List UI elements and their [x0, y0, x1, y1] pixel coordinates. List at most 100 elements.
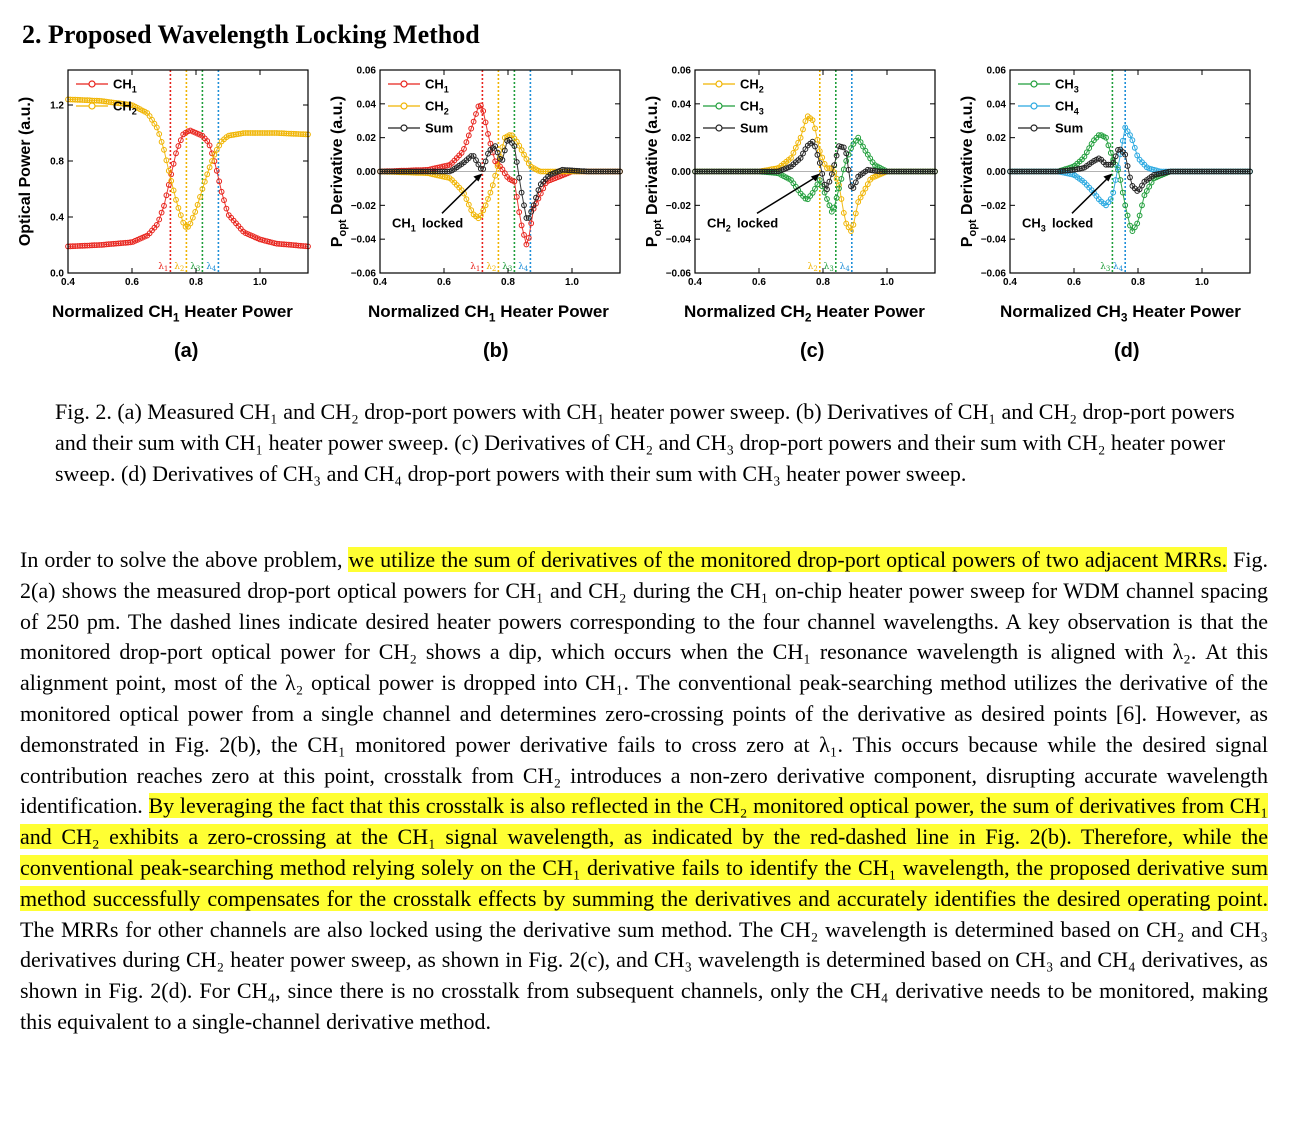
data-point-a-ch2-46 [175, 205, 182, 211]
series-line-d-sum [1010, 148, 1250, 192]
data-point-c-ch2-41 [790, 150, 797, 156]
data-point-a-ch2-38 [156, 131, 163, 137]
data-point-d-ch3-40 [1103, 134, 1109, 141]
data-point-b-sum-58 [516, 174, 523, 181]
legend-label-c-0: CH2 [740, 77, 764, 95]
data-point-b-ch1-40 [473, 111, 479, 117]
data-point-b-ch1-60 [521, 232, 527, 238]
data-point-b-sum-56 [511, 143, 518, 149]
data-point-d-ch3-31 [1081, 153, 1088, 160]
y-tick-label-a-2: 0.8 [50, 157, 64, 168]
panel-label-c: (c) [800, 340, 825, 362]
data-point-c-sum-66 [850, 185, 857, 191]
y-tick-label-b-6: 0.06 [357, 66, 377, 77]
x-tick-label-c-3: 1.0 [880, 277, 894, 288]
data-point-d-sum-50 [1127, 174, 1133, 181]
data-point-c-ch2-65 [848, 228, 854, 235]
annotation-locked-b: locked [422, 215, 463, 230]
data-point-b-ch2-48 [492, 172, 499, 179]
data-point-b-sum-63 [528, 208, 535, 215]
data-point-c-ch3-56 [826, 202, 833, 209]
x-tick-label-c-0: 0.4 [688, 277, 702, 288]
series-line-c-sum [695, 140, 935, 191]
panel-c: −0.06 −0.04 −0.02 0.00 0.02 0.04 0.06 0.4 0.6 0.8… [644, 58, 945, 288]
data-point-b-sum-42 [477, 165, 484, 172]
plot-frame-b [379, 69, 621, 274]
data-point-d-sum-44 [1112, 153, 1119, 160]
panel-label-d: (d) [1114, 340, 1140, 362]
data-point-a-ch2-61 [211, 151, 218, 158]
x-tick-label-a-3: 1.0 [253, 277, 267, 288]
data-point-a-ch1-39 [158, 209, 165, 216]
data-point-c-ch2-50 [812, 125, 818, 132]
panel-d: −0.06 −0.04 −0.02 0.00 0.02 0.04 0.06 0.4 0.6 0.8… [959, 58, 1260, 288]
data-point-b-ch1-58 [516, 209, 523, 216]
y-tick-label-a-1: 0.4 [50, 213, 64, 224]
data-point-c-ch3-68 [855, 134, 862, 141]
data-point-c-ch2-44 [797, 134, 804, 141]
data-point-a-ch2-55 [197, 194, 203, 200]
data-point-b-sum-64 [530, 202, 537, 209]
panel-label-a: (a) [174, 340, 199, 362]
data-point-c-ch2-45 [800, 126, 806, 133]
data-point-a-ch2-45 [173, 196, 179, 203]
data-point-b-ch1-68 [540, 185, 547, 192]
data-point-c-ch2-46 [802, 118, 809, 125]
x-tick-label-b-0: 0.4 [373, 277, 387, 288]
y-tick-label-d-5: 0.04 [987, 99, 1007, 110]
body-paragraph: In order to solve the above problem, we … [20, 547, 1268, 1034]
y-tick-label-c-6: 0.06 [672, 66, 692, 77]
y-tick-label-d-3: 0.00 [987, 167, 1007, 178]
data-point-c-ch3-52 [816, 177, 823, 183]
legend-marker-b-1 [400, 102, 408, 110]
legend-label-c-2: Sum [740, 121, 768, 136]
x-axis-label-b: Normalized CH1 Heater Power [368, 302, 609, 325]
y-tick-label-d-1: −0.04 [981, 235, 1007, 246]
data-point-b-sum-62 [525, 215, 532, 221]
data-point-b-ch2-38 [468, 207, 475, 214]
data-point-c-ch3-50 [812, 185, 818, 192]
panel-b: −0.06 −0.04 −0.02 0.00 0.02 0.04 0.06 0.4 0.6 0.8… [329, 58, 630, 288]
data-point-b-ch1-37 [465, 132, 472, 139]
data-point-b-ch1-44 [482, 119, 489, 126]
data-point-d-ch3-50 [1127, 222, 1133, 229]
x-tick-label-a-2: 0.8 [189, 277, 203, 288]
marker-label-a-0: λ1 [158, 262, 168, 273]
data-point-b-ch2-43 [480, 207, 487, 214]
data-point-a-ch2-43 [168, 178, 175, 184]
y-axis-label-b: Popt Derivative (a.u.) [329, 96, 349, 247]
data-point-b-ch1-42 [477, 102, 484, 109]
data-point-c-sum-52 [816, 160, 823, 166]
data-point-b-ch2-60 [521, 151, 527, 158]
data-point-b-ch1-36 [463, 139, 470, 146]
data-point-b-ch2-46 [487, 189, 494, 196]
legend-label-b-0: CH1 [425, 77, 449, 95]
data-point-a-ch1-38 [156, 216, 163, 223]
y-tick-label-c-3: 0.00 [672, 167, 692, 178]
data-point-c-ch3-61 [838, 176, 845, 182]
data-point-b-ch2-28 [444, 174, 451, 181]
data-point-a-ch1-65 [221, 197, 227, 204]
data-point-b-sum-59 [518, 189, 525, 196]
marker-label-a-1: λ2 [174, 262, 184, 273]
y-tick-label-b-5: 0.04 [357, 99, 377, 110]
x-tick-label-b-3: 1.0 [565, 277, 579, 288]
y-tick-label-d-4: 0.02 [987, 133, 1007, 144]
data-point-b-ch2-61 [523, 156, 530, 162]
chart-d: −0.06 −0.04 −0.02 0.00 0.02 0.04 0.06 0.4 0.6 0.8… [959, 66, 1253, 288]
data-point-a-ch1-45 [173, 150, 179, 157]
legend-marker-c-1 [715, 102, 723, 110]
panel-label-b: (b) [483, 340, 509, 362]
annotation-locked-c: locked [737, 215, 778, 230]
data-point-b-sum-60 [521, 202, 527, 209]
data-point-a-ch2-26 [127, 101, 134, 108]
data-point-c-ch3-59 [833, 195, 840, 201]
y-tick-label-c-1: −0.04 [666, 235, 692, 246]
legend-label-b-2: Sum [425, 121, 453, 136]
data-point-d-ch3-33 [1086, 145, 1093, 151]
y-tick-label-c-4: 0.02 [672, 133, 692, 144]
data-point-c-ch2-71 [862, 185, 869, 192]
data-point-c-ch3-60 [836, 185, 842, 192]
data-point-d-ch3-48 [1122, 202, 1129, 209]
